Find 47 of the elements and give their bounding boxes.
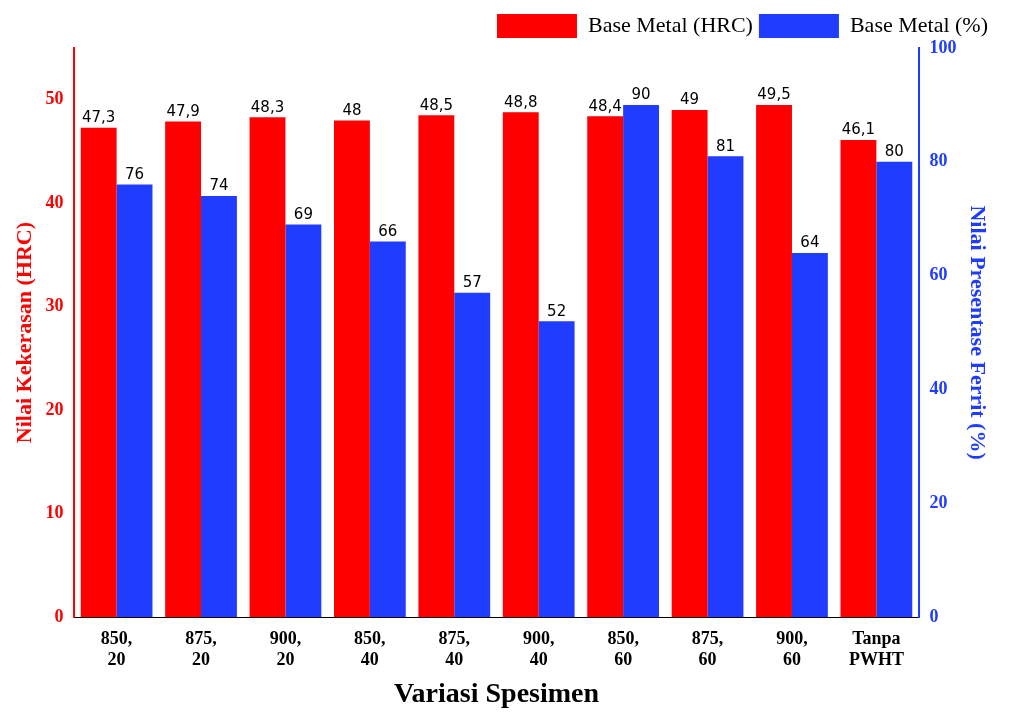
data-label: 74 [209, 176, 229, 195]
data-label: 90 [631, 85, 651, 104]
y2-tick-label: 40 [929, 378, 948, 399]
y2-tick-label: 80 [929, 150, 948, 171]
y2-tick-label: 100 [929, 36, 957, 57]
y-tick-label: 10 [45, 502, 64, 523]
x-tick-label: 850, 40 [354, 627, 386, 670]
y2-axis-title: Nilai Presentase Ferrit (%) [966, 205, 992, 460]
data-label: 52 [547, 301, 567, 320]
y-tick-label: 0 [54, 605, 64, 626]
x-axis-title: Variasi Spesimen [393, 677, 600, 709]
y2-tick-label: 20 [929, 492, 948, 513]
data-label: 66 [378, 221, 398, 240]
data-label: 47,3 [81, 108, 116, 127]
data-label: 49 [680, 90, 700, 109]
y-tick-label: 20 [45, 398, 64, 419]
x-tick-label: 875, 60 [691, 627, 724, 670]
x-tick-label: 900, 40 [522, 627, 555, 670]
x-tick-label: 850, 20 [100, 627, 133, 670]
data-label: 69 [293, 204, 313, 223]
data-label: 46,1 [841, 120, 876, 139]
data-label: 48,4 [588, 96, 622, 115]
y-tick-label: 50 [45, 88, 64, 109]
data-label: 76 [125, 165, 145, 183]
legend-label: Base Metal (%) [849, 11, 988, 37]
data-label: 48,3 [250, 97, 285, 116]
data-label: 80 [884, 142, 904, 161]
x-tick-label: Tanpa PWHT [848, 627, 904, 670]
data-label: 48,8 [504, 92, 538, 111]
y-tick-label: 30 [45, 295, 64, 316]
x-tick-label: 900, 20 [269, 627, 302, 670]
data-label: 57 [462, 273, 482, 292]
x-tick-label: 850, 60 [607, 627, 639, 670]
data-label: 48 [342, 100, 362, 119]
y2-tick-label: 60 [929, 264, 948, 285]
x-tick-label: 875, 20 [185, 627, 217, 670]
y-axis-title: Nilai Kekerasan (HRC) [10, 222, 36, 444]
data-label: 64 [800, 233, 820, 252]
data-label: 48,5 [419, 95, 454, 114]
data-label: 49,5 [757, 85, 791, 104]
data-label: 81 [715, 136, 736, 155]
x-tick-label: 900, 60 [776, 627, 808, 670]
legend-label: Base Metal (HRC) [587, 11, 753, 37]
y2-tick-label: 0 [929, 605, 939, 626]
x-tick-label: 875, 40 [438, 627, 471, 670]
data-label: 47,9 [166, 101, 200, 120]
y-tick-label: 40 [45, 191, 64, 212]
